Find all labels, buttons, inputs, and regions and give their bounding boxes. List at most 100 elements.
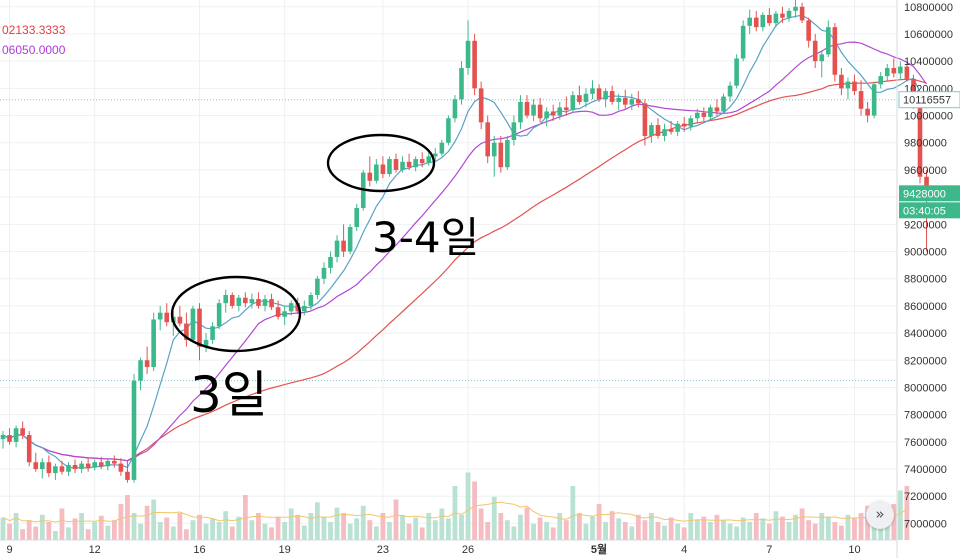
candle [564, 96, 569, 116]
candle-body [334, 240, 340, 257]
x-tick-label: 7 [766, 544, 772, 556]
candle-body [53, 466, 58, 474]
volume-bar [793, 514, 798, 540]
candle-body [714, 107, 720, 112]
candle [426, 152, 432, 166]
candle [806, 17, 811, 48]
candle-body [498, 142, 504, 168]
candle [452, 95, 458, 123]
x-tick-label: 23 [377, 544, 389, 556]
volume-bar [629, 526, 635, 540]
volume-bar [504, 520, 510, 540]
volume-bar [622, 522, 628, 540]
volume-bar [655, 522, 661, 540]
candle-body [832, 27, 838, 75]
volume-bar [118, 504, 124, 540]
candle [727, 81, 733, 102]
volume-bar [878, 523, 884, 540]
candle-body [72, 464, 78, 470]
y-tick-label: 7400000 [904, 464, 947, 476]
candle-body [249, 299, 255, 304]
candle-body [688, 118, 694, 127]
candle-body [773, 13, 779, 24]
volume-bar [39, 514, 45, 540]
candle-body [138, 360, 143, 381]
candle [72, 459, 78, 474]
volume-bar [446, 518, 451, 540]
volume-bar [229, 526, 235, 540]
candle [537, 97, 543, 123]
candle-body [131, 380, 137, 480]
x-tick-label: 16 [193, 544, 205, 556]
y-tick-label: 7000000 [904, 518, 947, 530]
volume-bar [609, 511, 615, 540]
candle-body [655, 125, 661, 136]
volume-bar [269, 527, 274, 540]
volume-bar [563, 520, 569, 540]
moving-average-line [2, 41, 927, 462]
volume-bar [747, 522, 753, 540]
candle [53, 463, 58, 480]
x-tick-label: 4 [681, 544, 687, 556]
candle [413, 156, 418, 172]
candle [138, 357, 143, 391]
candle-body [433, 153, 438, 157]
y-tick-label: 9800000 [904, 138, 947, 150]
volume-bar [825, 517, 831, 540]
candle-body [295, 303, 301, 312]
candle-body [210, 326, 215, 340]
candle [839, 67, 844, 96]
candle [767, 8, 772, 26]
candle-body [98, 462, 104, 467]
price-label-box [899, 185, 960, 202]
candle [302, 300, 307, 316]
candle [33, 452, 39, 472]
volume-bar [419, 527, 425, 540]
volume-bar [478, 508, 484, 540]
candle [688, 115, 694, 131]
candle [459, 61, 464, 105]
volume-bar [203, 523, 209, 540]
volume-bar [577, 513, 582, 540]
candle [491, 135, 497, 177]
candle-body [190, 308, 196, 340]
y-tick-label: 8000000 [904, 382, 947, 394]
volume-bar [236, 516, 242, 540]
y-tick-label: 9600000 [904, 165, 947, 177]
volume-bar [13, 513, 19, 540]
candle [0, 430, 6, 449]
candle [485, 115, 490, 164]
candle-body [125, 471, 130, 480]
candle [518, 95, 523, 130]
candle-body [478, 88, 484, 123]
candle-body [33, 462, 39, 470]
volume-bar [688, 513, 694, 540]
candle-body [216, 303, 222, 327]
candle-body [112, 460, 117, 464]
candle-body [884, 67, 890, 77]
ma-value-label: 06050.0000 [2, 43, 66, 57]
candle [7, 428, 12, 445]
scroll-to-latest-button[interactable]: » [866, 501, 894, 529]
candle [701, 107, 707, 121]
candle-body [806, 20, 811, 41]
y-tick-label: 8400000 [904, 328, 947, 340]
candle [13, 425, 19, 448]
volume-bar [472, 481, 477, 540]
candle-body [734, 58, 739, 86]
candle [249, 293, 255, 309]
candle [708, 104, 713, 120]
volume-bar [524, 507, 530, 540]
candle-body [622, 97, 628, 105]
candle-body [393, 159, 399, 170]
candle-body [426, 156, 432, 164]
volume-bar [197, 514, 202, 540]
volume-bar [675, 523, 681, 540]
candle-body [321, 267, 327, 279]
volume-bar [662, 525, 667, 540]
candle [20, 421, 25, 440]
candle [328, 251, 333, 274]
candle [229, 292, 235, 309]
price-label-box [898, 91, 960, 109]
